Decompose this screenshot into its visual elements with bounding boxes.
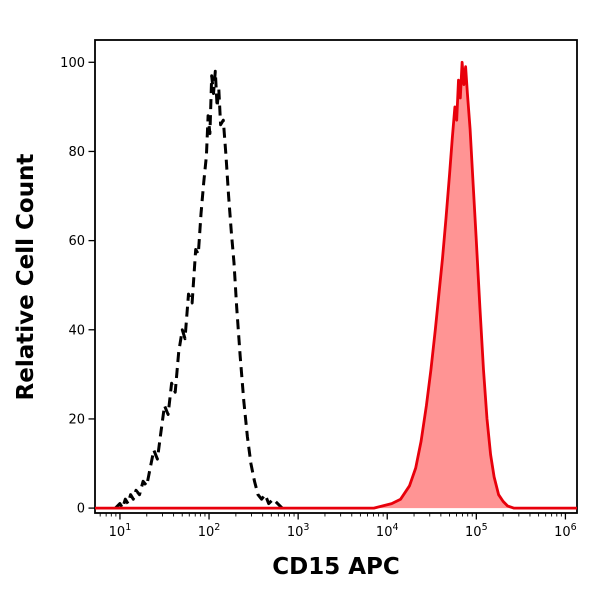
axis-ticks: [88, 61, 567, 520]
axes-frame: [94, 39, 578, 514]
x-tick-label: 105: [465, 522, 488, 540]
y-tick-label: 20: [68, 412, 85, 427]
cd15-apc-stained-fill: [95, 62, 577, 509]
y-tick-label: 100: [60, 56, 85, 71]
y-tick-label: 60: [68, 234, 85, 249]
x-tick-label: 102: [198, 522, 221, 540]
y-tick-label: 40: [68, 323, 85, 338]
x-tick-labels: 101 102 103 104 105 106: [109, 522, 577, 540]
x-tick-label: 101: [109, 522, 132, 540]
y-tick-label: 0: [77, 502, 85, 517]
cd15-apc-stained-curve: [95, 60, 577, 510]
x-tick-label: 104: [376, 522, 399, 540]
x-tick-label: 106: [554, 522, 577, 540]
negative-control-curve: [114, 69, 284, 510]
y-tick-labels: 0 20 40 60 80 100: [60, 56, 85, 517]
x-tick-label: 103: [287, 522, 310, 540]
histogram-series: [95, 60, 577, 510]
y-tick-label: 80: [68, 145, 85, 160]
y-axis-label: Relative Cell Count: [13, 153, 39, 401]
x-axis-label: CD15 APC: [272, 554, 400, 580]
